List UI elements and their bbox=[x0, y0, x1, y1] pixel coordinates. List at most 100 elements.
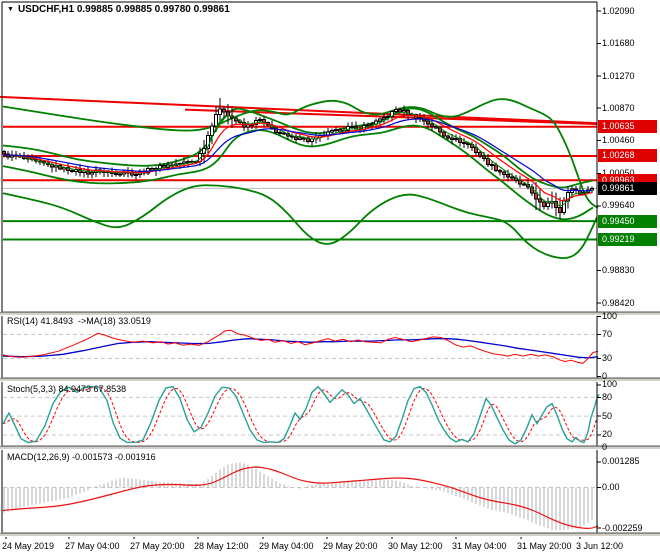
candle-body bbox=[386, 115, 390, 119]
candle-body bbox=[482, 155, 486, 159]
pane-separator[interactable] bbox=[0, 446, 660, 450]
candle-body bbox=[502, 171, 506, 175]
price-tick-label: 1.01270 bbox=[602, 70, 635, 81]
symbol-dropdown-icon[interactable]: ▼ bbox=[7, 6, 14, 13]
candle bbox=[558, 197, 562, 219]
candle-body bbox=[546, 202, 550, 207]
candle-body bbox=[222, 108, 226, 113]
stoch-d-line bbox=[2, 386, 598, 443]
candle-body bbox=[490, 164, 494, 167]
candle bbox=[210, 122, 214, 145]
candle-body bbox=[186, 161, 190, 164]
candle-body bbox=[542, 201, 546, 207]
candle bbox=[86, 166, 90, 179]
candle-body bbox=[462, 142, 466, 145]
price-tick-label: 1.00050 bbox=[602, 168, 658, 179]
candle-body bbox=[114, 172, 118, 175]
candle bbox=[450, 134, 454, 145]
rsi-ma-line bbox=[2, 338, 599, 359]
candle-body bbox=[306, 137, 310, 143]
candle bbox=[490, 161, 494, 170]
candle bbox=[218, 97, 222, 122]
candle-body bbox=[346, 125, 350, 131]
candle bbox=[90, 169, 94, 179]
macd-signal-line bbox=[2, 466, 599, 529]
candle bbox=[522, 182, 526, 187]
candle-body bbox=[538, 198, 542, 203]
ma-line-medium bbox=[3, 114, 593, 202]
rsi-tick-label: 100 bbox=[602, 311, 618, 321]
candle-body bbox=[70, 170, 74, 173]
candle-body bbox=[90, 171, 94, 175]
candle bbox=[506, 169, 510, 182]
bollinger-band-outer-upper bbox=[2, 98, 599, 209]
candle-body bbox=[454, 138, 458, 141]
candle bbox=[278, 130, 282, 136]
main-chart-pane[interactable] bbox=[0, 95, 599, 259]
candle bbox=[566, 185, 570, 209]
stoch-pane[interactable] bbox=[2, 385, 600, 445]
candle bbox=[70, 169, 74, 174]
candle bbox=[462, 138, 466, 148]
candle-body bbox=[446, 135, 450, 139]
candle-body bbox=[134, 174, 138, 177]
ma-line-slow bbox=[3, 118, 593, 192]
rsi-pane[interactable] bbox=[2, 329, 599, 364]
candle bbox=[514, 175, 518, 184]
chart-title-text: USDCHF,H1 0.99885 0.99885 0.99780 0.9986… bbox=[17, 4, 230, 15]
price-tick-label: 0.99640 bbox=[602, 200, 635, 211]
candle-body bbox=[398, 109, 402, 113]
price-tick-label: 0.98830 bbox=[602, 264, 635, 275]
time-tick-label: 29 May 04:00 bbox=[259, 541, 314, 551]
candle bbox=[334, 127, 338, 134]
candle bbox=[298, 133, 302, 141]
pane-separator[interactable] bbox=[0, 533, 660, 537]
chart-title: ▼ USDCHF,H1 0.99885 0.99885 0.99780 0.998… bbox=[7, 4, 230, 15]
candle bbox=[290, 133, 294, 140]
candle bbox=[590, 186, 594, 194]
candle bbox=[546, 197, 550, 210]
candle-body bbox=[334, 128, 338, 132]
candle-body bbox=[430, 123, 434, 128]
candle bbox=[510, 173, 514, 181]
candle bbox=[518, 175, 522, 188]
candle-body bbox=[350, 125, 354, 128]
candle-body bbox=[566, 192, 570, 202]
stoch-tick-label: 50 bbox=[602, 410, 613, 421]
candle-body bbox=[258, 118, 262, 121]
candle-body bbox=[118, 173, 122, 176]
price-tick-label: 1.01680 bbox=[602, 38, 635, 49]
candle-body bbox=[218, 108, 222, 115]
pane-separator[interactable] bbox=[0, 378, 660, 382]
macd-pane[interactable] bbox=[2, 462, 599, 531]
stoch-tick-label: 100 bbox=[602, 379, 618, 390]
candle bbox=[122, 169, 126, 177]
price-tick-label: 1.00460 bbox=[602, 135, 635, 146]
candle-body bbox=[506, 173, 510, 178]
candle-body bbox=[294, 136, 298, 140]
time-tick-label: 31 May 04:00 bbox=[452, 541, 507, 551]
candle-body bbox=[466, 142, 470, 146]
bollinger-band-outer-lower bbox=[2, 184, 598, 259]
ma-line-fast bbox=[3, 111, 593, 207]
candle-body bbox=[426, 120, 430, 125]
candle-body bbox=[2, 150, 6, 155]
candle bbox=[534, 182, 538, 210]
candle bbox=[394, 106, 398, 115]
candle bbox=[474, 143, 478, 156]
candle-body bbox=[366, 124, 370, 127]
candle bbox=[478, 149, 482, 158]
candle bbox=[246, 120, 250, 132]
pane-separator[interactable] bbox=[0, 312, 660, 316]
time-tick-label: 29 May 20:00 bbox=[323, 541, 378, 551]
stoch-k-line bbox=[2, 385, 600, 445]
macd-label: MACD(12,26,9) -0.001573 -0.001916 bbox=[7, 452, 156, 462]
stoch-tick-label: 0 bbox=[602, 442, 608, 452]
time-tick-label: 27 May 20:00 bbox=[130, 541, 185, 551]
price-badge-red: 1.00635 bbox=[598, 120, 657, 134]
macd-tick-label: 0.001285 bbox=[602, 456, 640, 467]
candle-body bbox=[330, 130, 334, 133]
candle-body bbox=[450, 137, 454, 141]
